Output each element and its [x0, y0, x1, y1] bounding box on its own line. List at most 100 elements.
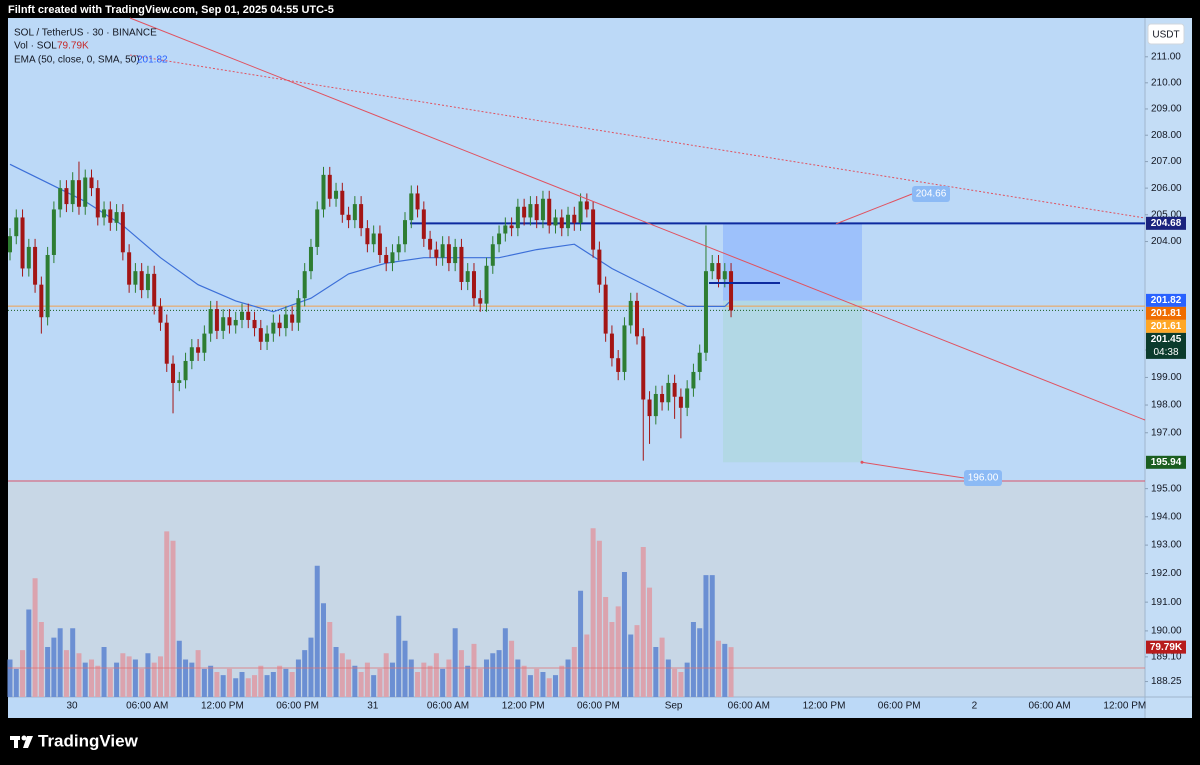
candle-body: [446, 244, 451, 264]
volume-bar: [57, 628, 63, 697]
volume-bar: [201, 668, 207, 697]
candle-body: [609, 333, 614, 359]
y-tick-label: 210.00: [1151, 77, 1182, 88]
candle-body: [227, 317, 232, 326]
y-tick-label: 204.00: [1151, 236, 1182, 247]
volume-bar: [415, 672, 421, 697]
price-tag: [1146, 455, 1186, 469]
candle-body: [396, 244, 401, 253]
candle-body: [327, 174, 332, 199]
volume-bar: [371, 675, 377, 697]
candle-body: [33, 246, 38, 285]
volume-bar: [565, 659, 571, 697]
volume-bar: [20, 650, 26, 697]
candle-body: [315, 209, 320, 247]
volume-bar: [176, 640, 182, 697]
volume-bar: [377, 668, 383, 697]
candle-body: [528, 204, 533, 218]
candle-body: [239, 311, 244, 320]
volume-bar: [295, 659, 301, 697]
volume-bar: [477, 668, 483, 697]
y-tick-label: 209.00: [1151, 104, 1182, 115]
volume-bar: [277, 665, 283, 697]
volume-bar: [440, 668, 446, 697]
candle-body: [484, 265, 489, 304]
x-tick-label: 12:00 PM: [502, 701, 545, 712]
volume-bar: [233, 678, 239, 697]
volume-bar: [107, 668, 113, 697]
volume-bar: [690, 622, 696, 697]
candle-body: [296, 298, 301, 323]
candle-body: [710, 263, 715, 272]
volume-bar: [678, 672, 684, 697]
candle-body: [729, 271, 734, 311]
candle-body: [45, 254, 50, 318]
volume-bar: [628, 634, 634, 697]
candle-body: [352, 204, 357, 221]
currency-box[interactable]: [1147, 23, 1185, 45]
volume-bar: [157, 656, 163, 697]
volume-bar: [484, 659, 490, 697]
candle-body: [628, 300, 633, 326]
candle-body: [208, 309, 213, 334]
position-target-zone: [723, 223, 862, 301]
candle-body: [666, 382, 671, 403]
candle-body: [20, 217, 25, 269]
volume-bar: [408, 659, 414, 697]
y-tick-label: 192.00: [1151, 568, 1182, 579]
candle-body: [371, 233, 376, 245]
volume-bar: [226, 668, 232, 697]
position-stop-tag: [964, 470, 1002, 486]
volume-bar: [465, 665, 471, 697]
y-tick-label: 207.00: [1151, 156, 1182, 167]
volume-bar: [289, 672, 295, 697]
candle-body: [685, 388, 690, 408]
volume-bar: [214, 672, 220, 697]
volume-bar: [70, 628, 76, 697]
volume-bar: [509, 640, 515, 697]
candle-body: [139, 271, 144, 291]
candle-body: [497, 233, 502, 245]
x-tick-label: 06:00 PM: [276, 701, 319, 712]
x-tick-label: 06:00 AM: [1028, 701, 1070, 712]
position-stop-zone: [723, 300, 862, 463]
candle-body: [584, 201, 589, 210]
candle-body: [246, 311, 251, 320]
price-axis: [1145, 18, 1192, 718]
volume-bar: [339, 653, 345, 697]
volume-bar: [245, 678, 251, 697]
legend-volume: Vol · SOL: [14, 41, 57, 52]
volume-bar: [51, 637, 57, 697]
candle-body: [302, 271, 307, 299]
volume-bar: [314, 565, 320, 697]
legend-symbol: SOL / TetherUS · 30 · BINANCE: [14, 28, 157, 39]
candle-body: [177, 380, 182, 383]
volume-bar: [471, 643, 477, 697]
candle-body: [647, 399, 652, 417]
candle-body: [95, 188, 100, 218]
volume-bar: [552, 675, 558, 697]
volume-bar: [82, 662, 88, 697]
x-tick-label: 12:00 PM: [803, 701, 846, 712]
candle-body: [183, 360, 188, 381]
candle-body: [722, 271, 727, 280]
volume-tag-label: 79.79K: [1150, 642, 1183, 653]
volume-bar: [621, 572, 627, 697]
volume-bar: [578, 590, 584, 697]
volume-bar: [270, 672, 276, 697]
volume-bar: [164, 531, 170, 697]
y-tick-label: 199.00: [1151, 372, 1182, 383]
x-tick-label: 06:00 PM: [878, 701, 921, 712]
volume-bar: [364, 662, 370, 697]
x-tick-label: 06:00 AM: [728, 701, 770, 712]
candle-body: [490, 244, 495, 266]
volume-bar: [534, 668, 540, 697]
volume-bar: [421, 662, 427, 697]
volume-bar: [239, 672, 245, 697]
y-tick-label: 193.00: [1151, 540, 1182, 551]
candle-body: [283, 314, 288, 329]
currency: USDT: [1152, 30, 1179, 41]
candle-body: [390, 252, 395, 264]
candle-body: [691, 371, 696, 389]
volume-bar: [220, 675, 226, 697]
